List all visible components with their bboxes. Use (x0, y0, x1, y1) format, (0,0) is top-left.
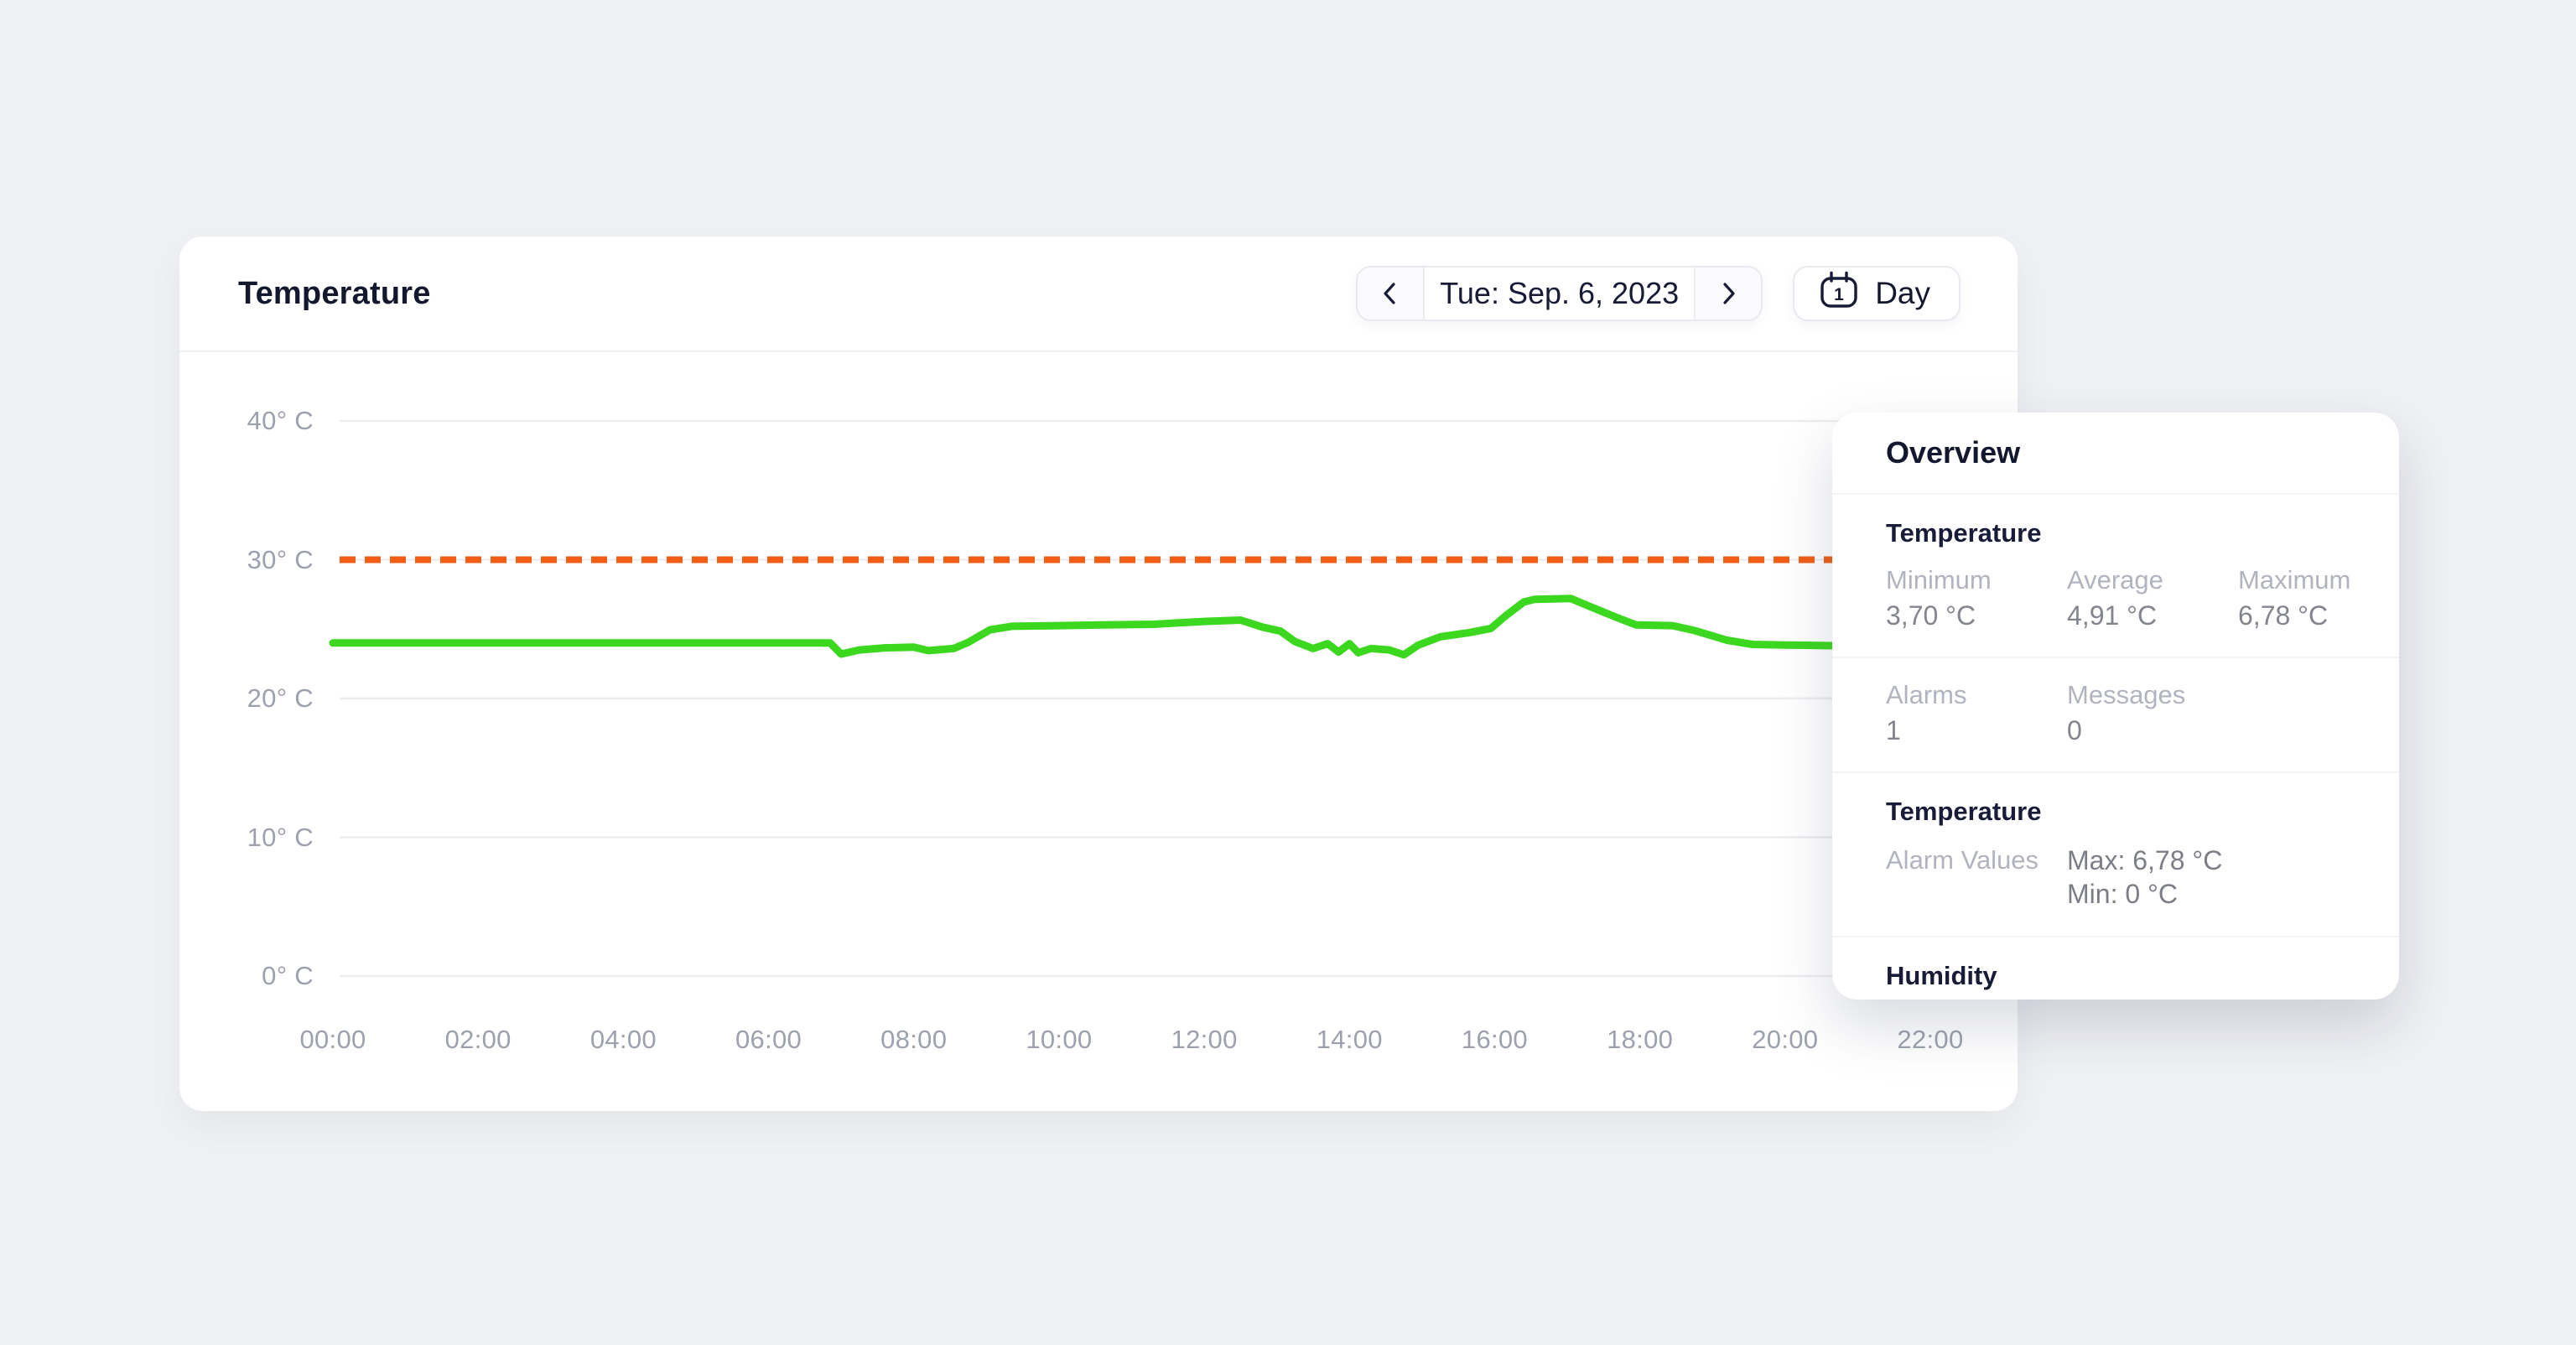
x-axis-label: 16:00 (1461, 1025, 1528, 1054)
stat-value: 1 (1886, 715, 1901, 745)
stat-label: Messages (2067, 680, 2186, 709)
chart-plot-area: 0° C 10° C 20° C 30° C 40° C 00:00 02:00 04:00… (179, 236, 2018, 1111)
x-axis-label: 00:00 (299, 1025, 366, 1054)
chevron-right-icon (1714, 279, 1742, 308)
stat-value: 6,78 °C (2238, 600, 2329, 631)
y-axis-label: 40° C (247, 406, 314, 435)
x-axis-label: 22:00 (1897, 1025, 1964, 1054)
overview-panel-title: Overview (1886, 435, 2021, 470)
date-display[interactable]: Tue: Sep. 6, 2023 (1423, 267, 1696, 319)
stat-label: Minimum (1886, 565, 1992, 595)
y-axis-label: 10° C (247, 822, 314, 852)
chart-title: Temperature (238, 275, 431, 311)
y-axis-label: 0° C (262, 961, 314, 990)
overview-section: Alarms Messages 1 0 (1832, 657, 2399, 771)
section-heading: Humidity (1886, 961, 1997, 990)
stat-value: 4,91 °C (2067, 600, 2158, 631)
stat-label: Maximum (2238, 565, 2351, 595)
next-day-button[interactable] (1696, 267, 1762, 319)
stat-value: 3,70 °C (1886, 600, 1976, 631)
x-axis-label: 06:00 (735, 1025, 802, 1054)
kv-label: Alarm Values (1886, 845, 2039, 875)
overview-panel: Overview Temperature Minimum Average Maximu… (1832, 413, 2399, 1000)
section-heading: Temperature (1886, 797, 2042, 826)
chart-header: Temperature Tue: Sep. 6, 2023 (179, 236, 2018, 352)
x-axis-label: 14:00 (1316, 1025, 1383, 1054)
x-axis-label: 20:00 (1752, 1025, 1819, 1054)
overview-section: Humidity (1832, 936, 2399, 1000)
stat-label: Average (2067, 565, 2163, 595)
calendar-day-icon: 1 (1818, 269, 1860, 319)
x-axis-label: 04:00 (589, 1025, 657, 1054)
overview-section: Temperature Minimum Average Maximum 3,70 °C 4… (1832, 493, 2399, 657)
header-controls: Tue: Sep. 6, 2023 (1356, 266, 1961, 321)
kv-value: Max: 6,78 °C Min: 0 °C (2067, 845, 2223, 909)
date-stepper: Tue: Sep. 6, 2023 (1356, 266, 1763, 321)
x-axis-label: 10:00 (1026, 1025, 1093, 1054)
stat-label: Alarms (1886, 680, 1967, 709)
svg-text:1: 1 (1834, 285, 1844, 304)
x-axis-label: 18:00 (1607, 1025, 1674, 1054)
section-heading: Temperature (1886, 518, 2042, 548)
prev-day-button[interactable] (1358, 267, 1424, 319)
range-day-label: Day (1875, 276, 1930, 310)
chevron-left-icon (1376, 279, 1405, 308)
stat-value: 0 (2067, 715, 2082, 745)
temperature-chart (329, 419, 1966, 978)
y-axis-label: 20° C (247, 683, 314, 713)
temperature-line (329, 595, 1844, 659)
x-axis-label: 02:00 (444, 1025, 512, 1054)
x-axis-label: 08:00 (880, 1025, 948, 1054)
overview-section: Temperature Alarm Values Max: 6,78 °C Min: … (1832, 771, 2399, 936)
range-day-button[interactable]: 1 Day (1793, 266, 1961, 321)
x-axis-label: 12:00 (1171, 1025, 1238, 1054)
temperature-chart-card: 0° C 10° C 20° C 30° C 40° C 00:00 02:00 04:00… (179, 236, 2018, 1111)
y-axis-label: 30° C (247, 544, 314, 574)
